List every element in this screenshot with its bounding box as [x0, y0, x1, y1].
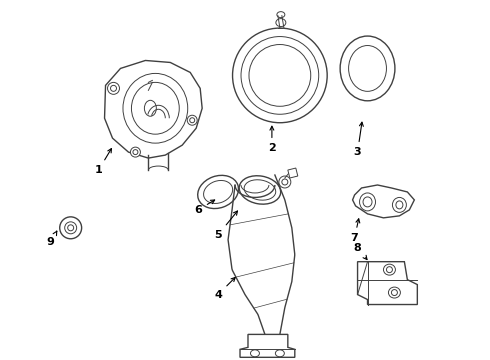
Ellipse shape — [187, 115, 197, 125]
Text: 3: 3 — [354, 122, 363, 157]
Polygon shape — [240, 334, 295, 357]
Ellipse shape — [65, 222, 76, 234]
Polygon shape — [353, 185, 415, 218]
Ellipse shape — [387, 267, 392, 273]
Text: 8: 8 — [354, 243, 367, 260]
Polygon shape — [288, 168, 298, 178]
Ellipse shape — [360, 193, 375, 211]
Ellipse shape — [68, 225, 74, 231]
Ellipse shape — [190, 118, 195, 123]
Ellipse shape — [363, 197, 372, 207]
Ellipse shape — [133, 150, 138, 154]
Text: 1: 1 — [95, 149, 111, 175]
Text: 7: 7 — [351, 219, 360, 243]
Text: 6: 6 — [194, 200, 215, 215]
Ellipse shape — [60, 217, 82, 239]
Text: 9: 9 — [47, 231, 57, 247]
Ellipse shape — [396, 201, 403, 209]
Ellipse shape — [384, 264, 395, 275]
Polygon shape — [104, 60, 202, 158]
Text: 4: 4 — [214, 278, 235, 300]
Text: 5: 5 — [214, 211, 238, 240]
Ellipse shape — [111, 85, 117, 91]
Polygon shape — [358, 262, 417, 305]
Text: 2: 2 — [268, 126, 276, 153]
Ellipse shape — [392, 289, 397, 296]
Polygon shape — [228, 175, 295, 334]
Ellipse shape — [392, 197, 406, 212]
Ellipse shape — [279, 176, 291, 188]
Ellipse shape — [282, 179, 288, 185]
Ellipse shape — [389, 287, 400, 298]
Ellipse shape — [130, 147, 141, 157]
Ellipse shape — [107, 82, 120, 94]
